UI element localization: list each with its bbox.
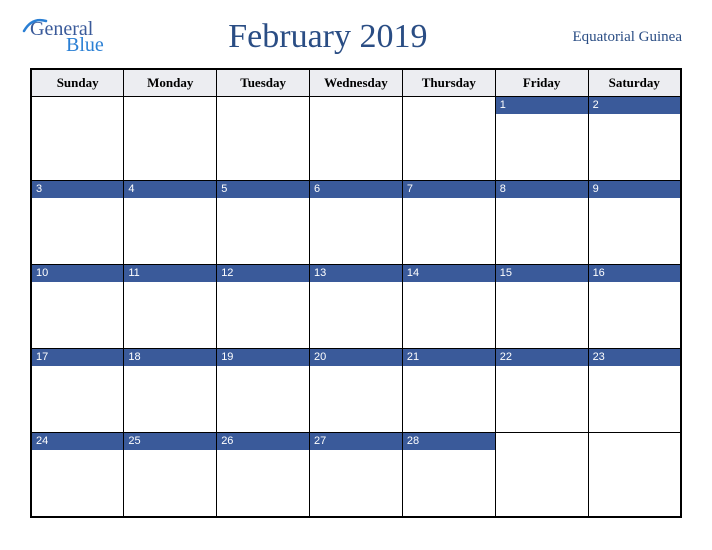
- calendar-cell: 16: [588, 265, 681, 349]
- calendar-cell: [495, 433, 588, 517]
- date-number-bar: [403, 97, 495, 114]
- date-number-bar: 26: [217, 433, 309, 450]
- calendar-cell: 11: [124, 265, 217, 349]
- calendar-cell: 17: [31, 349, 124, 433]
- calendar-cell: 12: [217, 265, 310, 349]
- calendar-cell: 18: [124, 349, 217, 433]
- date-number-bar: 28: [403, 433, 495, 450]
- day-header: Sunday: [31, 69, 124, 97]
- calendar-cell: 5: [217, 181, 310, 265]
- calendar-cell: [124, 97, 217, 181]
- calendar-cell: 20: [310, 349, 403, 433]
- calendar-cell: [402, 97, 495, 181]
- date-number-bar: 1: [496, 97, 588, 114]
- logo-top-text: General: [30, 19, 104, 39]
- calendar-cell: 2: [588, 97, 681, 181]
- date-number-bar: [310, 97, 402, 114]
- calendar-week-row: 2425262728: [31, 433, 681, 517]
- calendar-cell: 24: [31, 433, 124, 517]
- calendar-cell: [588, 433, 681, 517]
- calendar-cell: 10: [31, 265, 124, 349]
- date-number-bar: 15: [496, 265, 588, 282]
- date-number-bar: [32, 97, 123, 114]
- date-number-bar: 6: [310, 181, 402, 198]
- date-number-bar: 17: [32, 349, 123, 366]
- calendar-cell: 7: [402, 181, 495, 265]
- date-number-bar: 13: [310, 265, 402, 282]
- calendar-cell: 28: [402, 433, 495, 517]
- date-number-bar: 27: [310, 433, 402, 450]
- calendar-cell: 9: [588, 181, 681, 265]
- date-number-bar: 4: [124, 181, 216, 198]
- calendar-cell: [217, 97, 310, 181]
- date-number-bar: 12: [217, 265, 309, 282]
- date-number-bar: 23: [589, 349, 680, 366]
- date-number-bar: 9: [589, 181, 680, 198]
- day-header: Monday: [124, 69, 217, 97]
- calendar-week-row: 12: [31, 97, 681, 181]
- calendar-cell: 25: [124, 433, 217, 517]
- day-header-row: Sunday Monday Tuesday Wednesday Thursday…: [31, 69, 681, 97]
- brand-logo: General Blue: [30, 19, 104, 55]
- swoosh-icon: [22, 13, 48, 39]
- date-number-bar: [496, 433, 588, 450]
- day-header: Saturday: [588, 69, 681, 97]
- calendar-cell: 21: [402, 349, 495, 433]
- date-number-bar: 2: [589, 97, 680, 114]
- calendar-cell: 15: [495, 265, 588, 349]
- date-number-bar: 8: [496, 181, 588, 198]
- calendar-region: Equatorial Guinea: [552, 29, 682, 46]
- calendar-week-row: 3456789: [31, 181, 681, 265]
- date-number-bar: 10: [32, 265, 123, 282]
- calendar-cell: 14: [402, 265, 495, 349]
- date-number-bar: 24: [32, 433, 123, 450]
- day-header: Friday: [495, 69, 588, 97]
- date-number-bar: 25: [124, 433, 216, 450]
- date-number-bar: 19: [217, 349, 309, 366]
- calendar-cell: 1: [495, 97, 588, 181]
- date-number-bar: [217, 97, 309, 114]
- date-number-bar: [589, 433, 680, 450]
- date-number-bar: 7: [403, 181, 495, 198]
- date-number-bar: 14: [403, 265, 495, 282]
- calendar-cell: 27: [310, 433, 403, 517]
- calendar-body: 1234567891011121314151617181920212223242…: [31, 97, 681, 517]
- date-number-bar: 18: [124, 349, 216, 366]
- date-number-bar: 16: [589, 265, 680, 282]
- calendar-cell: 4: [124, 181, 217, 265]
- date-number-bar: 20: [310, 349, 402, 366]
- date-number-bar: 22: [496, 349, 588, 366]
- calendar-cell: 8: [495, 181, 588, 265]
- calendar-week-row: 10111213141516: [31, 265, 681, 349]
- calendar-cell: [31, 97, 124, 181]
- calendar-week-row: 17181920212223: [31, 349, 681, 433]
- calendar-cell: 3: [31, 181, 124, 265]
- calendar-cell: [310, 97, 403, 181]
- calendar-header: General Blue February 2019 Equatorial Gu…: [30, 18, 682, 56]
- calendar-cell: 6: [310, 181, 403, 265]
- calendar-title: February 2019: [104, 18, 552, 56]
- day-header: Thursday: [402, 69, 495, 97]
- calendar-grid: Sunday Monday Tuesday Wednesday Thursday…: [30, 68, 682, 518]
- calendar-cell: 23: [588, 349, 681, 433]
- date-number-bar: 11: [124, 265, 216, 282]
- day-header: Wednesday: [310, 69, 403, 97]
- date-number-bar: 5: [217, 181, 309, 198]
- day-header: Tuesday: [217, 69, 310, 97]
- calendar-cell: 19: [217, 349, 310, 433]
- date-number-bar: [124, 97, 216, 114]
- calendar-cell: 26: [217, 433, 310, 517]
- date-number-bar: 3: [32, 181, 123, 198]
- calendar-cell: 13: [310, 265, 403, 349]
- calendar-cell: 22: [495, 349, 588, 433]
- date-number-bar: 21: [403, 349, 495, 366]
